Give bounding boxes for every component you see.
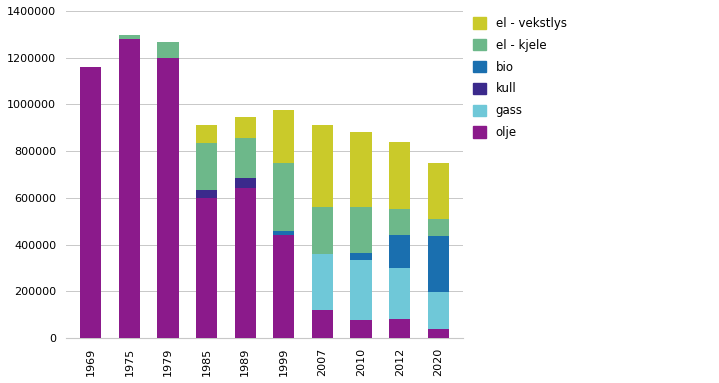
Bar: [428, 163, 449, 219]
Bar: [234, 188, 256, 338]
Bar: [81, 67, 101, 338]
Bar: [196, 125, 217, 143]
Bar: [234, 117, 256, 138]
Bar: [428, 219, 449, 236]
Bar: [389, 235, 411, 268]
Bar: [157, 58, 179, 338]
Bar: [350, 207, 372, 253]
Bar: [389, 319, 411, 338]
Bar: [389, 268, 411, 319]
Bar: [196, 198, 217, 338]
Bar: [428, 292, 449, 329]
Bar: [312, 125, 333, 207]
Bar: [312, 254, 333, 310]
Legend: el - vekstlys, el - kjele, bio, kull, gass, olje: el - vekstlys, el - kjele, bio, kull, ga…: [473, 17, 567, 139]
Bar: [428, 236, 449, 292]
Bar: [273, 231, 295, 235]
Bar: [157, 43, 179, 58]
Bar: [350, 321, 372, 338]
Bar: [350, 253, 372, 260]
Bar: [196, 143, 217, 190]
Bar: [119, 36, 140, 39]
Bar: [234, 178, 256, 188]
Bar: [234, 138, 256, 178]
Bar: [389, 210, 411, 235]
Bar: [312, 310, 333, 338]
Bar: [350, 133, 372, 207]
Bar: [119, 39, 140, 338]
Bar: [389, 142, 411, 210]
Bar: [273, 163, 295, 231]
Bar: [273, 235, 295, 338]
Bar: [273, 110, 295, 163]
Bar: [312, 207, 333, 254]
Bar: [196, 190, 217, 198]
Bar: [350, 260, 372, 321]
Bar: [428, 329, 449, 338]
